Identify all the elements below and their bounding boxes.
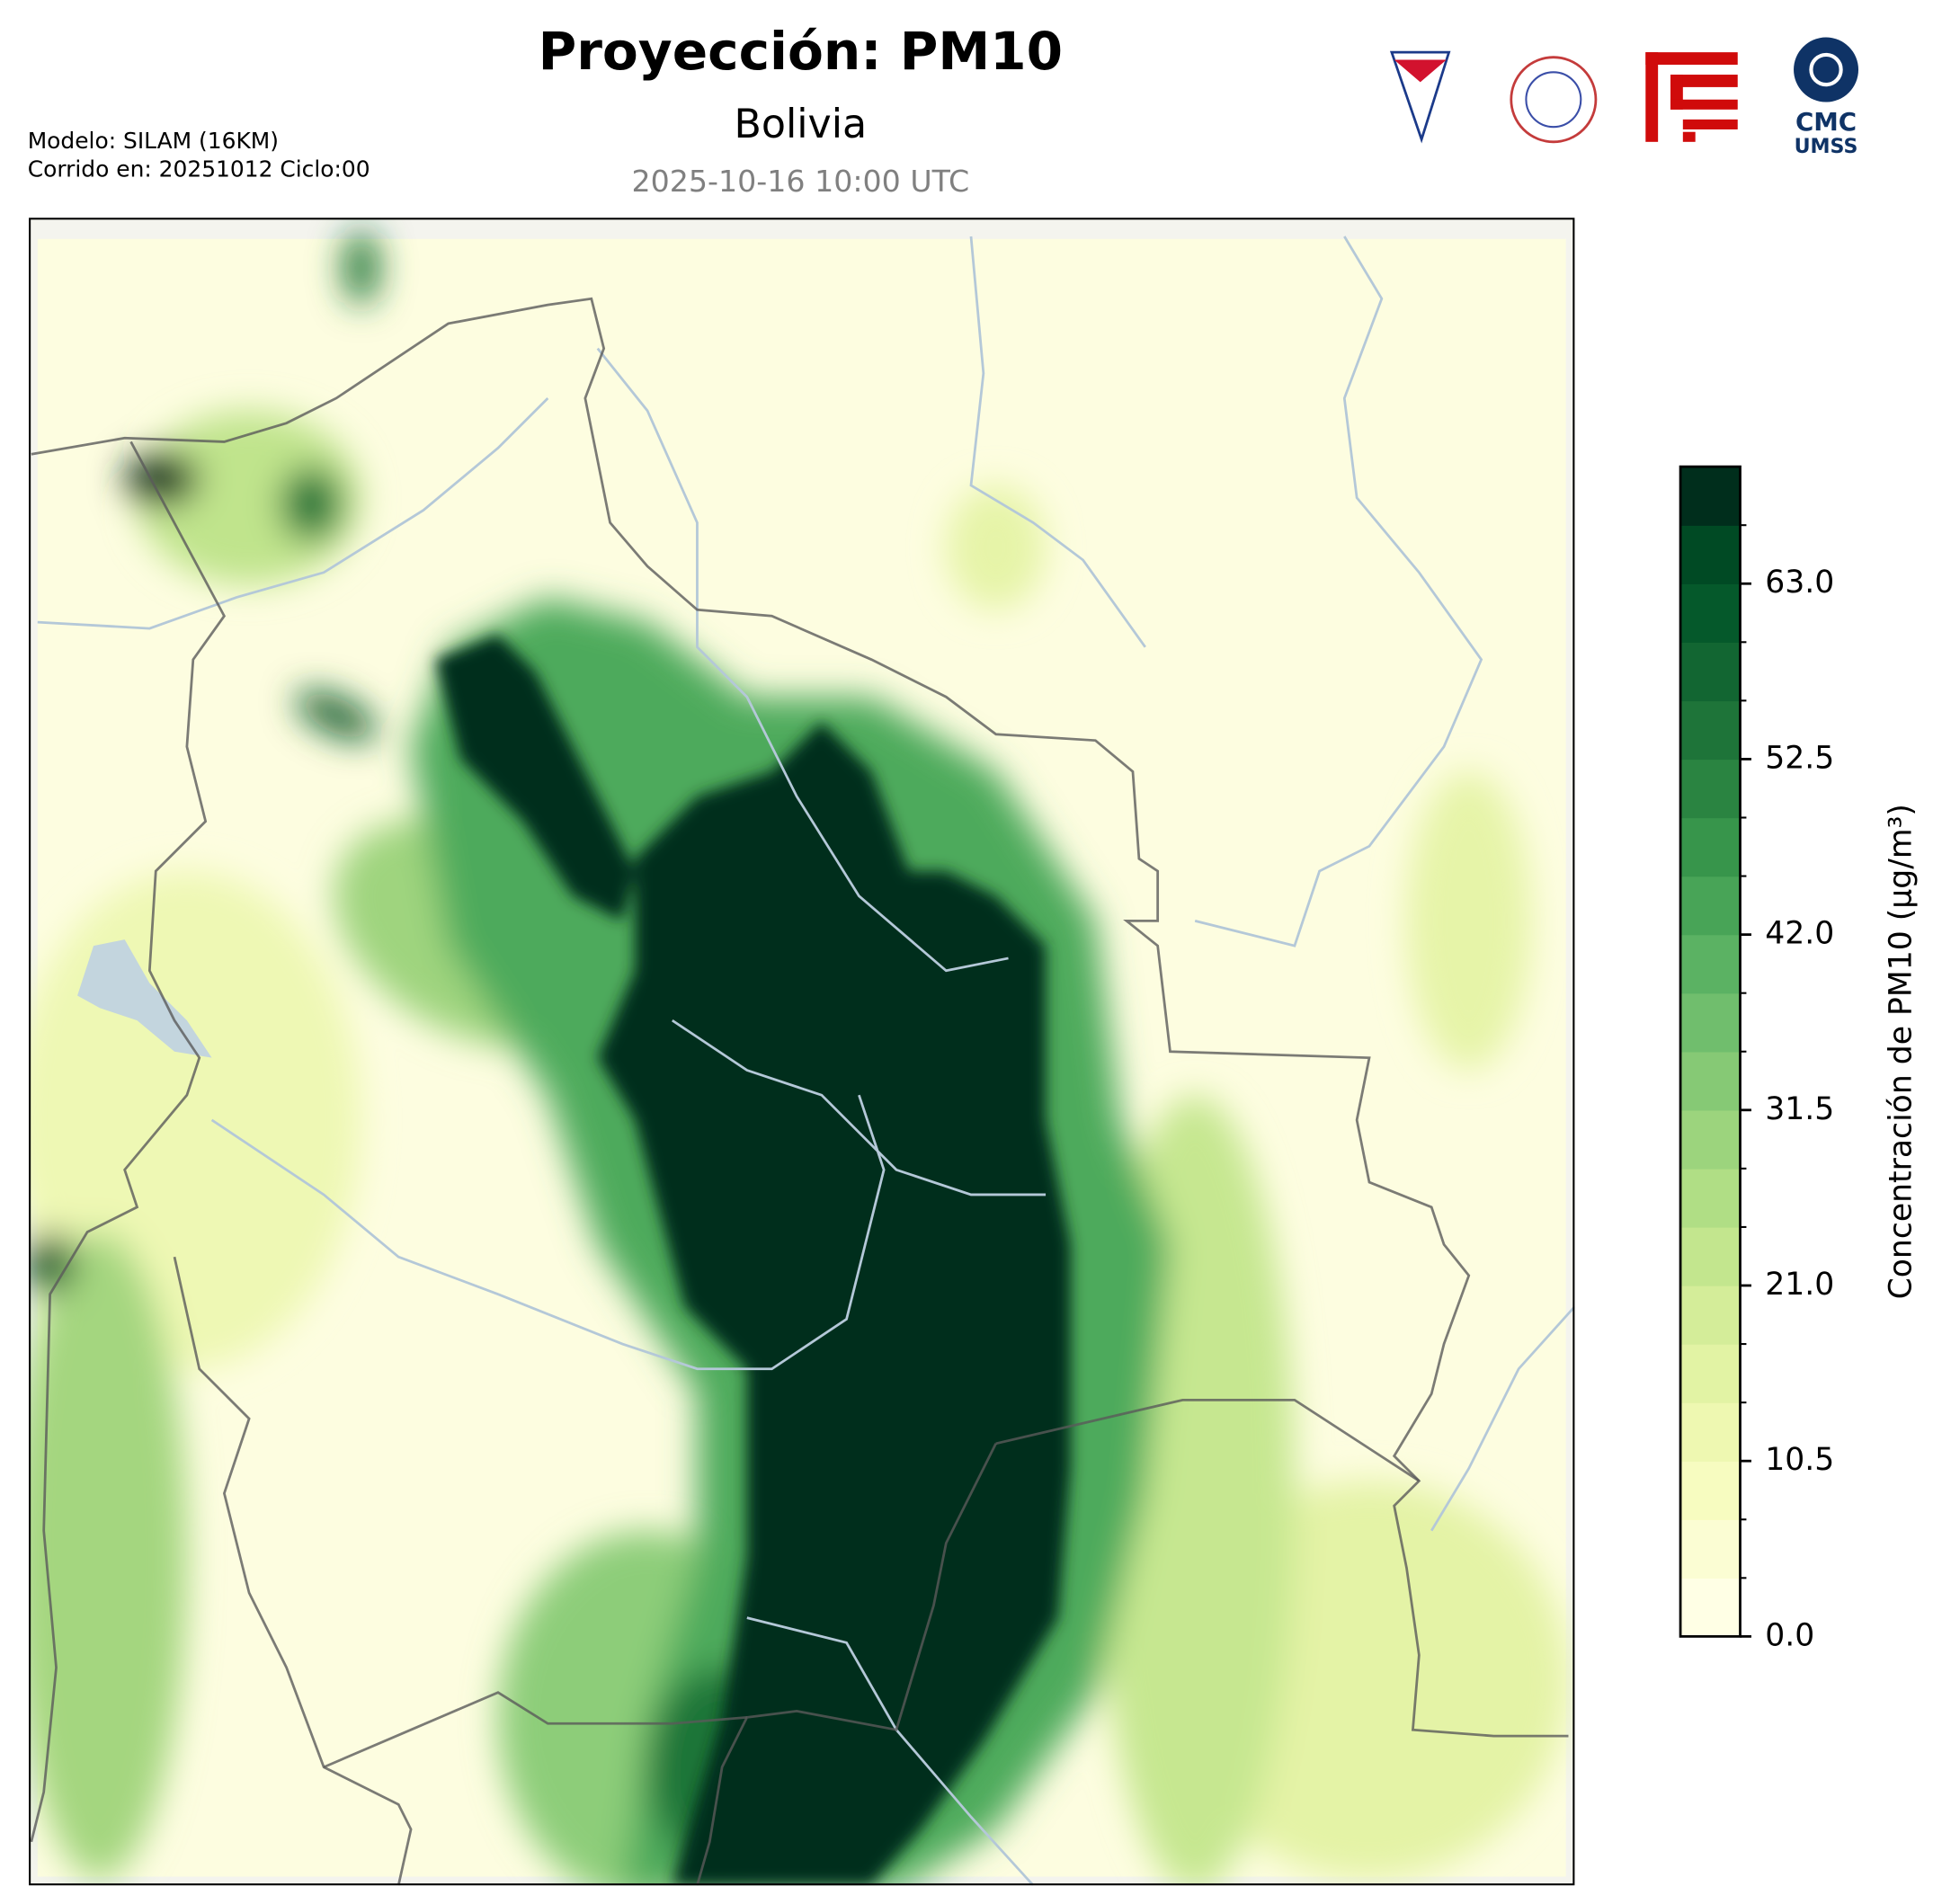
- rivers: [37, 236, 1575, 1886]
- logo-physics: [1510, 56, 1598, 144]
- colorbar-tick-label: 42.0: [1765, 916, 1834, 952]
- colorbar-band: [1680, 700, 1741, 761]
- colorbar-tick-label: 63.0: [1765, 565, 1834, 601]
- model-info: Modelo: SILAM (16KM): [28, 128, 279, 154]
- pm10-core: [597, 721, 1071, 1886]
- colorbar-label: Concentración de PM10 (μg/m³): [1883, 804, 1919, 1299]
- colorbar-band: [1680, 1344, 1741, 1403]
- colorbar-tick-label: 52.5: [1765, 740, 1834, 776]
- colorbar-band: [1680, 583, 1741, 643]
- colorbar-band: [1680, 1168, 1741, 1228]
- colorbar-band: [1680, 1402, 1741, 1462]
- colorbar-band: [1680, 1226, 1741, 1286]
- logo-umss-text: UMSS: [1795, 135, 1858, 158]
- colorbar-band: [1680, 759, 1741, 819]
- colorbar-band: [1680, 876, 1741, 936]
- title: Proyección: PM10: [539, 21, 1063, 82]
- colorbar-frame: [1679, 465, 1742, 1638]
- logo-cmc: CMC UMSS: [1794, 37, 1859, 158]
- logo-cmc-text: CMC: [1795, 107, 1857, 137]
- colorbar-band: [1680, 934, 1741, 994]
- colorbar-tick-label: 0.0: [1765, 1617, 1814, 1653]
- colorbar-band: [1680, 1578, 1741, 1638]
- colorbar-band: [1680, 1461, 1741, 1520]
- colorbar-band: [1680, 992, 1741, 1053]
- colorbar-tick-label: 10.5: [1765, 1442, 1834, 1478]
- run-info: Corrido en: 20251012 Ciclo:00: [28, 156, 370, 182]
- subtitle: Bolivia: [734, 102, 867, 147]
- colorbar-band: [1680, 1109, 1741, 1170]
- colorbar-band: [1680, 1519, 1741, 1579]
- colorbar-band: [1680, 525, 1741, 584]
- colorbar-band: [1680, 1285, 1741, 1345]
- colorbar-tick-label: 21.0: [1765, 1267, 1834, 1303]
- colorbar-band: [1680, 1051, 1741, 1111]
- timestamp: 2025-10-16 10:00 UTC: [631, 164, 969, 199]
- logo-umss: [1389, 50, 1451, 144]
- colorbar-tick-label: 31.5: [1765, 1091, 1834, 1127]
- colorbar-band: [1680, 817, 1741, 877]
- colorbar-band: [1680, 467, 1741, 526]
- logo-red: [1645, 52, 1738, 142]
- map: [29, 218, 1575, 1886]
- borders: [30, 297, 1569, 1886]
- colorbar-band: [1680, 642, 1741, 702]
